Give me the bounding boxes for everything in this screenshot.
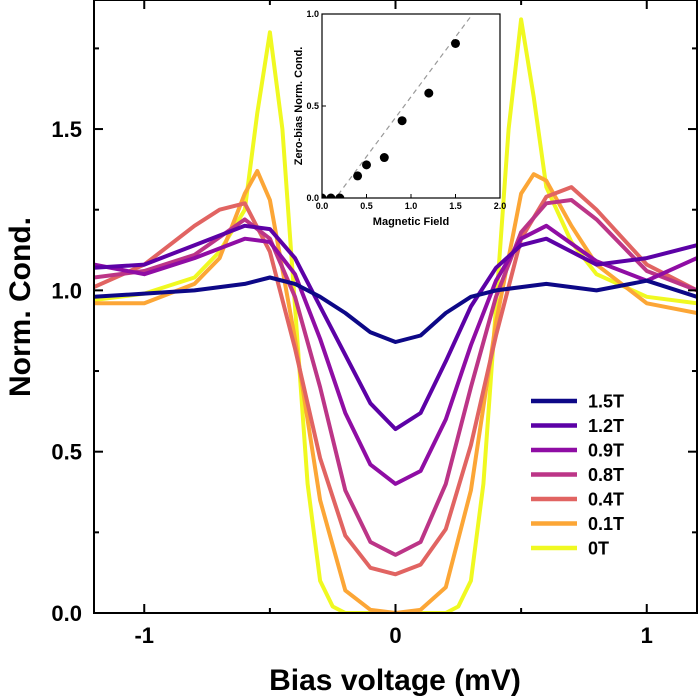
inset-x-tick-label: 2.0 [494,201,507,211]
legend-label-0.4T: 0.4T [588,490,624,510]
series-line-0.1T [94,169,697,613]
legend: 1.5T 1.2T 0.9T 0.8T 0.4T 0.1T 0T [531,392,624,559]
inset-data-point [397,116,407,126]
series-line-0.8T [94,198,697,557]
x-axis-title: Bias voltage (mV) [269,664,521,697]
inset-axis-ticks: 0.0 0.5 1.0 1.5 2.0 0.0 0.5 1.0 [306,9,506,211]
series-line-1.2T [94,223,697,432]
legend-label-0.8T: 0.8T [588,465,624,485]
inset-content [322,14,474,198]
inset-background [322,14,500,198]
y-tick-label: 1.0 [51,278,82,303]
inset-chart: 0.0 0.5 1.0 1.5 2.00.00.51.0 Magnetic Field … [293,9,506,228]
series-line-0T [94,17,697,613]
inset-data-point [335,193,345,198]
y-tick-label: 1.5 [51,117,82,142]
inset-x-axis-title: Magnetic Field [373,216,449,228]
legend-label-0.1T: 0.1T [588,514,624,534]
legend-label-0T: 0T [588,539,609,559]
inset-data-point [322,193,327,198]
inset-data-point [362,160,371,170]
inset-x-tick-label: 0.5 [360,201,373,211]
inset-data-point [451,38,460,48]
inset-data-point [353,171,363,181]
y-tick-label: 0.5 [51,440,82,465]
inset-data-point [326,193,336,198]
series-line-0.9T [94,223,697,486]
series-line-0.4T [94,185,697,577]
x-tick-label: 1 [641,623,653,648]
inset-data-point [379,153,389,163]
inset-x-tick-label: 0.0 [316,201,329,211]
inset-x-tick-label: 1.0 [405,201,418,211]
legend-label-1.5T: 1.5T [588,392,624,412]
inset-y-tick-label: 0.5 [306,101,319,111]
inset-y-axis-title: Zero-bias Norm. Cond. [293,47,305,166]
y-axis-title: Norm. Cond. [4,217,37,397]
inset-data-point [424,88,434,98]
x-tick-label: 0 [389,623,401,648]
inset-x-tick-label: 1.5 [449,201,462,211]
main-series-lines [94,17,697,613]
series-line-1.5T [94,275,697,344]
main-axis-ticks: -1 0 1 0.0 0.5 1.0 1.5 [51,0,697,648]
x-tick-label: -1 [134,623,154,648]
inset-y-tick-label: 0.0 [306,193,319,203]
legend-label-1.2T: 1.2T [588,416,624,436]
y-tick-label: 0.0 [51,601,82,626]
inset-reference-line [334,14,474,198]
legend-label-0.9T: 0.9T [588,441,624,461]
inset-y-tick-label: 1.0 [306,9,319,19]
